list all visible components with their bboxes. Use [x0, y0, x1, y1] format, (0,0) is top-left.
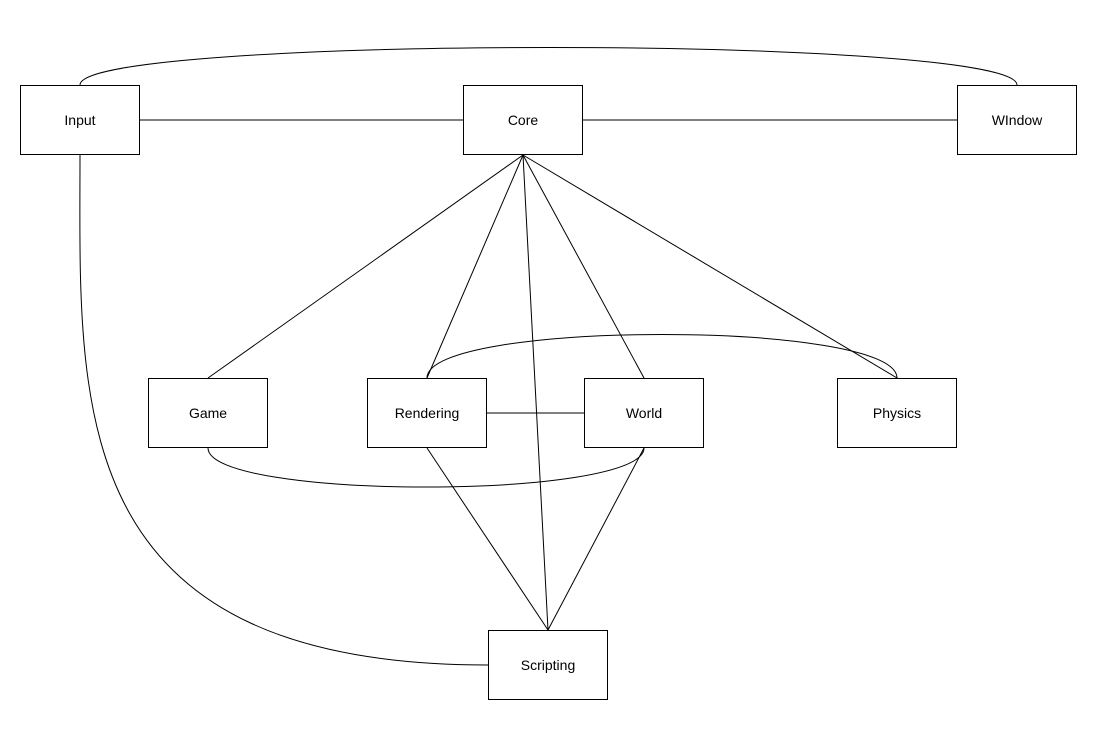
edge-core-world	[523, 155, 644, 378]
edge-game-world	[208, 448, 644, 487]
edge-input-window	[80, 48, 1017, 86]
edge-core-rendering	[427, 155, 523, 378]
architecture-diagram: Input Core WIndow Game Rendering World Physics…	[0, 0, 1107, 755]
node-label-rendering: Rendering	[395, 405, 460, 421]
node-label-input: Input	[64, 112, 95, 128]
node-label-game: Game	[189, 405, 227, 421]
edge-rendering-physics	[427, 335, 897, 379]
node-game: Game	[148, 378, 268, 448]
node-physics: Physics	[837, 378, 957, 448]
node-label-window: WIndow	[992, 112, 1043, 128]
node-label-scripting: Scripting	[521, 657, 575, 673]
node-core: Core	[463, 85, 583, 155]
edge-rendering-scripting	[427, 448, 548, 630]
edge-world-scripting	[548, 448, 644, 630]
node-window: WIndow	[957, 85, 1077, 155]
node-label-physics: Physics	[873, 405, 921, 421]
node-label-core: Core	[508, 112, 538, 128]
edge-core-physics	[523, 155, 897, 378]
node-label-world: World	[626, 405, 662, 421]
edge-core-game	[208, 155, 523, 378]
node-scripting: Scripting	[488, 630, 608, 700]
node-input: Input	[20, 85, 140, 155]
node-world: World	[584, 378, 704, 448]
node-rendering: Rendering	[367, 378, 487, 448]
edge-core-scripting	[523, 155, 548, 630]
